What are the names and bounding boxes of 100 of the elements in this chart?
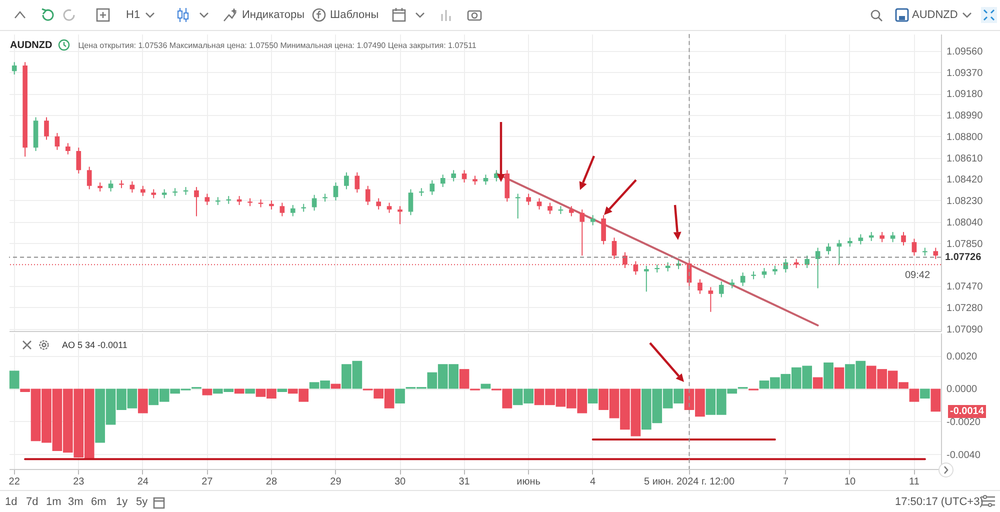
candlestick [280, 202, 285, 217]
bar [459, 369, 470, 389]
bar [9, 370, 20, 389]
bar [930, 388, 941, 412]
y-tick-label: 0.0020 [946, 351, 978, 362]
y-tick-label: 1.07850 [946, 238, 984, 250]
candlestick [462, 170, 467, 183]
candlestick [451, 170, 456, 182]
candlestick [933, 247, 938, 260]
x-tick-label: 24 [137, 476, 149, 488]
text: AUDNZD [10, 40, 52, 51]
candlestick [365, 185, 370, 206]
y-tick-label: 0.0000 [946, 384, 978, 396]
text: 3m [68, 496, 84, 508]
candlestick [130, 180, 135, 194]
candlestick [408, 188, 414, 216]
candlestick [590, 214, 596, 226]
candlestick [826, 242, 831, 255]
candlestick [762, 268, 767, 279]
x-tick-label: 27 [202, 476, 214, 488]
candlestick [398, 206, 402, 225]
y-tick-label: 1.08230 [946, 196, 984, 207]
candlestick [76, 147, 82, 174]
candlestick [430, 180, 435, 196]
text: 1d [5, 496, 18, 508]
candlestick [804, 255, 810, 268]
x-tick-label: 10 [844, 476, 856, 488]
annotation: 09:42 [905, 270, 930, 281]
x-tick-label: 29 [330, 476, 342, 488]
x-tick-label: июнь [516, 476, 540, 488]
candlestick [740, 272, 746, 286]
x-tick-label: 4 [590, 476, 596, 488]
y-tick-label: 1.08800 [946, 132, 984, 143]
candlestick [890, 232, 896, 243]
candlestick [858, 234, 864, 245]
x-tick-label: 11 [909, 476, 920, 488]
candlestick [54, 132, 60, 150]
text: 1m [46, 496, 62, 508]
candlestick [290, 204, 296, 217]
bar [824, 362, 834, 389]
candlestick [12, 62, 17, 75]
candlestick [333, 182, 338, 201]
candlestick [901, 232, 906, 246]
text: Шаблоны [330, 9, 379, 21]
candlestick [194, 186, 199, 217]
candlestick [312, 194, 317, 212]
bar [202, 388, 212, 396]
candlestick [86, 166, 92, 190]
candlestick [440, 174, 446, 188]
bar [245, 388, 255, 394]
text: AUDNZD [912, 9, 958, 21]
y-tick-label: 1.09180 [946, 89, 984, 100]
x-tick-label: 23 [73, 476, 85, 488]
x-tick-label: 30 [394, 476, 406, 488]
y-tick-label: 1.07470 [946, 282, 984, 292]
bar [909, 388, 920, 402]
candlestick [580, 209, 585, 256]
candlestick [386, 202, 392, 214]
x-tick-label: 5 июн. 2024 г. 12:00 [644, 476, 735, 488]
y-tick-label: 1.07090 [946, 324, 984, 336]
candlestick [344, 172, 349, 190]
candlestick [204, 193, 210, 206]
bar [138, 388, 148, 414]
ref-line-label: 1.07726 [945, 252, 982, 264]
bar [234, 388, 244, 394]
candlestick [718, 281, 724, 298]
y-tick-label: 1.09370 [946, 68, 984, 79]
text: -0.0014 [948, 405, 986, 418]
y-tick-label: 1.07280 [946, 302, 984, 314]
candlestick [880, 232, 884, 243]
y-tick-label: -0.0020 [946, 416, 981, 428]
text: H1 [126, 9, 140, 21]
y-tick-label: 1.08990 [946, 110, 984, 122]
candlestick [140, 185, 146, 196]
candlestick [708, 286, 714, 312]
bar [834, 367, 844, 389]
candlestick [548, 202, 552, 214]
text: Индикаторы [242, 9, 305, 21]
bar [812, 377, 823, 389]
bar [395, 388, 405, 404]
text: 1y [116, 496, 128, 508]
candlestick [526, 193, 531, 206]
y-tick-label: 1.09560 [946, 46, 984, 58]
y-tick-label: -0.0040 [946, 450, 981, 461]
candlestick [66, 142, 70, 155]
candlestick [912, 238, 917, 256]
candlestick [376, 198, 381, 210]
text: AO 5 34 -0.0011 [62, 340, 128, 350]
candlestick [108, 180, 114, 192]
text: 17:50:17 (UTC+3) [895, 496, 984, 508]
text: 6m [91, 496, 106, 508]
candlestick [569, 206, 574, 217]
x-tick-label: 22 [8, 476, 20, 488]
text: Цена открытия: 1.07536 Максимальная цена: 1.07550 Минимальная цена: 1.07490 Цена закрытия: 1.07511 [78, 41, 476, 50]
text: 7d [26, 496, 38, 508]
y-tick-label: 1.08040 [946, 217, 984, 228]
x-tick-label: 7 [782, 476, 789, 488]
candlestick [515, 193, 520, 219]
candlestick [354, 172, 360, 194]
candlestick [612, 237, 617, 260]
